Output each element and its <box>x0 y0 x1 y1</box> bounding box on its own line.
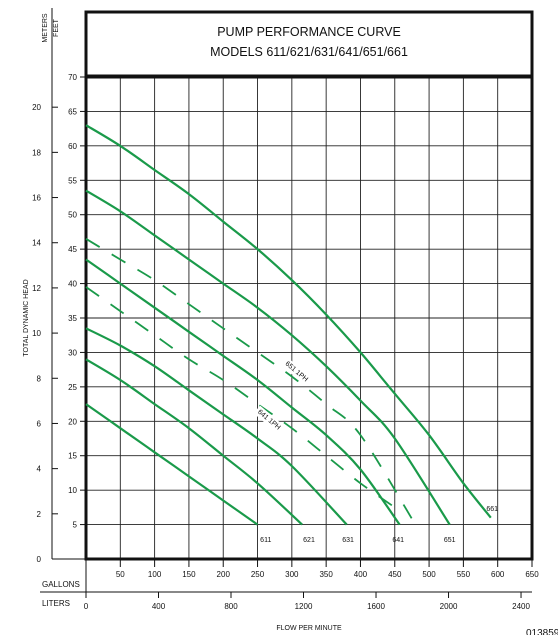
series-layer <box>85 124 492 526</box>
series-label-641: 641 <box>392 537 404 544</box>
liters-tick-label-0: 0 <box>84 602 89 611</box>
series-line-651 <box>85 189 451 526</box>
feet-tick-label-50: 50 <box>68 211 77 220</box>
liters-axis-label: LITERS <box>42 599 70 608</box>
x-axis-title: FLOW PER MINUTE <box>276 625 342 632</box>
series-line-611 <box>85 403 259 526</box>
feet-tick-label-55: 55 <box>68 176 77 185</box>
feet-tick-label-10: 10 <box>68 486 77 495</box>
series-line-621 <box>85 358 303 526</box>
feet-tick-label-40: 40 <box>68 280 77 289</box>
series-label-bg-641-1ph <box>253 405 285 434</box>
gallons-tick-label-250: 250 <box>251 570 265 579</box>
feet-unit-label: FEET <box>53 18 60 37</box>
series-label-631: 631 <box>342 537 354 544</box>
meters-tick-label-18: 18 <box>32 148 41 157</box>
series-label-611: 611 <box>260 537 271 544</box>
series-line-661 <box>85 124 492 519</box>
meters-tick-label-20: 20 <box>32 103 41 112</box>
gallons-tick-label-100: 100 <box>148 570 162 579</box>
series-label-bg-651-1ph <box>281 357 313 386</box>
gallons-tick-label-350: 350 <box>319 570 333 579</box>
feet-tick-label-20: 20 <box>68 417 77 426</box>
gallons-tick-label-550: 550 <box>457 570 471 579</box>
gallons-tick-label-600: 600 <box>491 570 505 579</box>
feet-tick-label-35: 35 <box>68 314 77 323</box>
grid-layer <box>86 77 532 559</box>
liters-tick-label-1200: 1200 <box>295 602 313 611</box>
gallons-tick-label-50: 50 <box>116 570 125 579</box>
feet-tick-label-70: 70 <box>68 73 77 82</box>
gallons-tick-label-400: 400 <box>354 570 368 579</box>
liters-tick-label-800: 800 <box>224 602 238 611</box>
gallons-tick-label-200: 200 <box>217 570 231 579</box>
gallons-tick-label-300: 300 <box>285 570 299 579</box>
meters-unit-label: METERS <box>42 13 49 43</box>
chart-title-line1: PUMP PERFORMANCE CURVE <box>217 25 401 39</box>
liters-tick-label-2000: 2000 <box>440 602 458 611</box>
figure-code: 013859 <box>526 628 558 635</box>
meters-tick-label-4: 4 <box>37 465 42 474</box>
series-label-651: 651 <box>444 537 456 544</box>
feet-tick-label-65: 65 <box>68 107 77 116</box>
title-box <box>84 10 534 78</box>
meters-tick-label-6: 6 <box>37 419 42 428</box>
meters-tick-label-10: 10 <box>32 329 41 338</box>
meters-tick-label-12: 12 <box>32 284 41 293</box>
gallons-axis-label: GALLONS <box>42 580 80 589</box>
meters-tick-label-8: 8 <box>37 374 42 383</box>
gallons-tick-label-650: 650 <box>525 570 539 579</box>
gallons-tick-label-500: 500 <box>422 570 436 579</box>
feet-tick-label-15: 15 <box>68 452 77 461</box>
gallons-tick-label-450: 450 <box>388 570 402 579</box>
feet-tick-label-5: 5 <box>73 521 78 530</box>
feet-tick-label-60: 60 <box>68 142 77 151</box>
meters-tick-label-2: 2 <box>37 510 42 519</box>
series-line-641 <box>85 258 401 526</box>
series-line-651-1ph <box>85 238 417 526</box>
y-axis-title: TOTAL DYNAMIC HEAD <box>23 279 30 356</box>
feet-tick-label-25: 25 <box>68 383 77 392</box>
feet-tick-label-30: 30 <box>68 348 77 357</box>
series-label-661: 661 <box>486 506 498 513</box>
meters-tick-label-0: 0 <box>37 555 42 564</box>
meters-tick-label-14: 14 <box>32 239 41 248</box>
series-line-631 <box>85 327 348 526</box>
series-line-641-1ph <box>85 286 396 509</box>
liters-tick-label-2400: 2400 <box>512 602 530 611</box>
chart-title-line2: MODELS 611/621/631/641/651/661 <box>210 45 408 59</box>
meters-tick-label-16: 16 <box>32 194 41 203</box>
gallons-tick-label-150: 150 <box>182 570 196 579</box>
liters-tick-label-1600: 1600 <box>367 602 385 611</box>
feet-tick-label-45: 45 <box>68 245 77 254</box>
series-label-621: 621 <box>303 537 315 544</box>
liters-tick-label-400: 400 <box>152 602 166 611</box>
